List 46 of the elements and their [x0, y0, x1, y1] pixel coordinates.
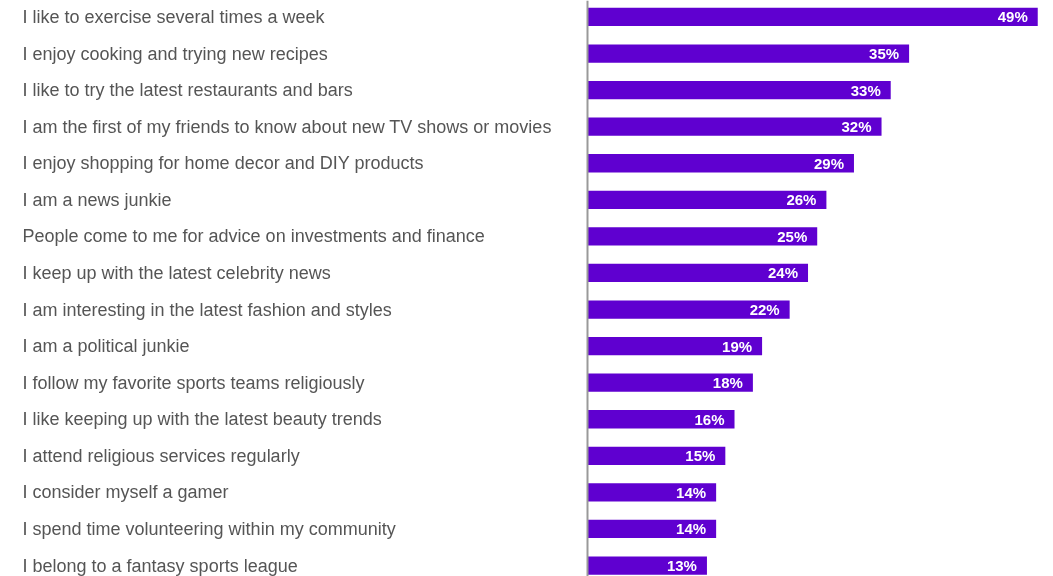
- y-tick-label: I am a news junkie: [22, 189, 172, 210]
- data-label: 33%: [850, 81, 881, 99]
- bar: [587, 227, 818, 246]
- bar: [587, 373, 753, 392]
- data-label: 13%: [666, 557, 697, 575]
- bar: [587, 410, 735, 429]
- data-label: 26%: [786, 191, 817, 209]
- y-tick-label: I enjoy shopping for home decor and DIY products: [22, 153, 424, 174]
- bar: [587, 300, 790, 319]
- data-label: 19%: [722, 337, 753, 355]
- y-tick-label: I follow my favorite sports teams religiously: [22, 372, 365, 393]
- bar: [587, 80, 891, 100]
- data-label: 24%: [768, 264, 799, 282]
- y-tick-label: I am the first of my friends to know about new TV shows or movies: [22, 116, 552, 137]
- bar: [587, 263, 809, 283]
- bar: [587, 117, 882, 136]
- y-tick-label: I like to try the latest restaurants and bars: [22, 80, 353, 101]
- bar: [587, 483, 717, 502]
- y-tick-label: I keep up with the latest celebrity news: [22, 262, 331, 283]
- bar: [587, 336, 763, 356]
- data-label: 22%: [749, 301, 780, 319]
- y-tick-label: I am interesting in the latest fashion and styles: [22, 299, 392, 320]
- bar: [587, 190, 827, 209]
- y-tick-label: I like keeping up with the latest beauty trends: [22, 409, 382, 430]
- y-tick-label: I consider myself a gamer: [22, 482, 229, 503]
- bar: [587, 7, 1038, 27]
- y-tick-label: I attend religious services regularly: [22, 445, 300, 466]
- bar: [587, 154, 854, 173]
- y-tick-label: I belong to a fantasy sports league: [22, 555, 298, 576]
- data-label: 14%: [676, 483, 707, 501]
- bar: [587, 44, 910, 63]
- bar: [587, 556, 707, 575]
- data-label: 15%: [685, 447, 716, 465]
- y-tick-label: People come to me for advice on investments and finance: [22, 226, 485, 247]
- y-tick-label: I enjoy cooking and trying new recipes: [22, 43, 328, 64]
- data-label: 29%: [813, 154, 844, 172]
- data-label: 14%: [676, 520, 707, 538]
- data-label: 49%: [997, 8, 1028, 26]
- y-tick-label: I like to exercise several times a week: [22, 6, 326, 27]
- data-label: 32%: [841, 118, 872, 136]
- y-tick-label: I am a political junkie: [22, 336, 190, 357]
- data-label: 18%: [712, 374, 743, 392]
- y-tick-label: I spend time volunteering within my community: [22, 518, 396, 539]
- data-label: 35%: [869, 45, 900, 63]
- data-label: 25%: [777, 227, 808, 245]
- data-label: 16%: [694, 410, 725, 428]
